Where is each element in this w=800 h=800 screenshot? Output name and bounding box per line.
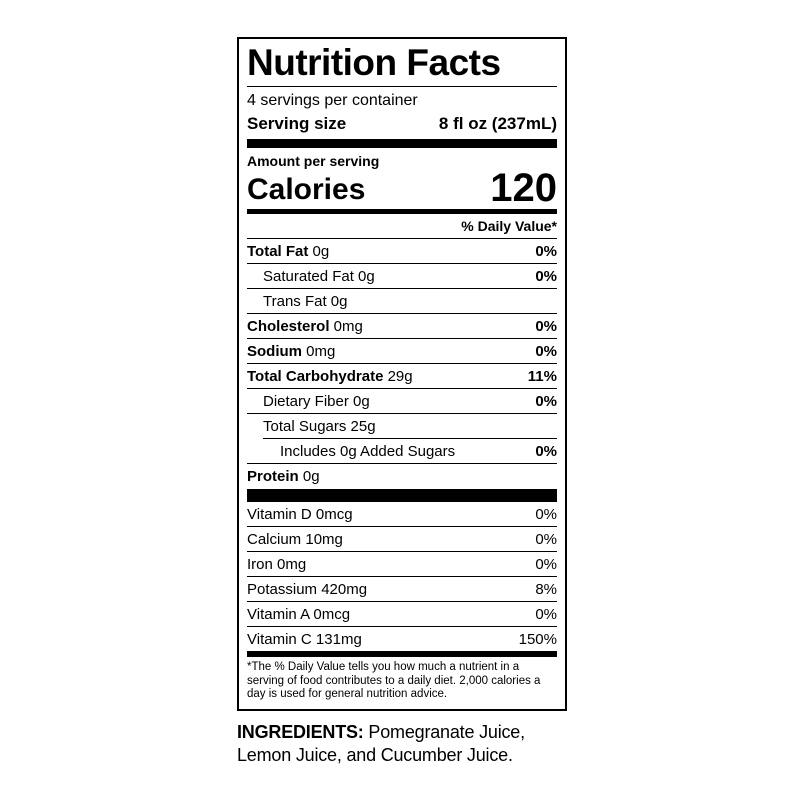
- vitamin-row: Vitamin A 0mcg 0%: [247, 601, 557, 626]
- nutrient-name-amount: Total Carbohydrate 29g: [247, 368, 413, 385]
- nutrient-row: Saturated Fat 0g 0%: [247, 263, 557, 288]
- nutrient-table: Total Fat 0g 0% Saturated Fat 0g 0% Trans Fa…: [247, 238, 557, 489]
- vitamin-row: Calcium 10mg 0%: [247, 526, 557, 551]
- divider-medium-bar-2: [247, 651, 557, 657]
- nutrient-daily-value: 0%: [535, 318, 557, 335]
- nutrient-daily-value: 0%: [535, 506, 557, 523]
- calories-label: Calories: [247, 173, 366, 206]
- nutrient-row: Total Carbohydrate 29g 11%: [247, 363, 557, 388]
- nutrient-name-amount: Saturated Fat 0g: [263, 268, 375, 285]
- divider-thick-bar: [247, 139, 557, 148]
- nutrient-name-amount: Cholesterol 0mg: [247, 318, 363, 335]
- divider-medium-bar: [247, 209, 557, 214]
- nutrient-name-amount: Vitamin D 0mcg: [247, 506, 353, 523]
- nutrient-row: Total Sugars 25g: [247, 413, 557, 438]
- label-title: Nutrition Facts: [247, 42, 557, 87]
- nutrient-row: Cholesterol 0mg 0%: [247, 313, 557, 338]
- nutrient-name-amount: Includes 0g Added Sugars: [280, 443, 456, 460]
- nutrient-row: Sodium 0mg 0%: [247, 338, 557, 363]
- calories-value: 120: [490, 166, 557, 210]
- amount-per-serving-label: Amount per serving: [247, 153, 380, 169]
- nutrient-daily-value: 0%: [535, 531, 557, 548]
- nutrient-name-amount: Calcium 10mg: [247, 531, 343, 548]
- nutrient-daily-value: 0%: [535, 556, 557, 573]
- nutrient-name-amount: Total Sugars 25g: [263, 418, 376, 435]
- vitamin-row: Vitamin C 131mg 150%: [247, 626, 557, 651]
- daily-value-header: % Daily Value*: [461, 218, 557, 234]
- nutrient-daily-value: 0%: [535, 443, 557, 460]
- serving-size-row: Serving size 8 fl oz (237mL): [247, 111, 557, 139]
- daily-value-footnote: *The % Daily Value tells you how much a …: [247, 661, 541, 700]
- nutrient-name-amount: Vitamin A 0mcg: [247, 606, 351, 623]
- servings-per-container: 4 servings per container: [247, 92, 418, 109]
- nutrient-row: Includes 0g Added Sugars 0%: [263, 438, 557, 463]
- nutrient-row: Trans Fat 0g: [247, 288, 557, 313]
- nutrient-name-amount: Trans Fat 0g: [263, 293, 348, 310]
- vitamin-row: Potassium 420mg 8%: [247, 576, 557, 601]
- nutrient-row: Protein 0g: [247, 463, 557, 489]
- nutrient-name-amount: Vitamin C 131mg: [247, 631, 362, 648]
- serving-size-label: Serving size: [247, 114, 347, 133]
- divider-thick-bar-2: [247, 489, 557, 502]
- nutrient-row: Dietary Fiber 0g 0%: [247, 388, 557, 413]
- nutrient-daily-value: 0%: [535, 243, 557, 260]
- vitamin-row: Iron 0mg 0%: [247, 551, 557, 576]
- vitamin-row: Vitamin D 0mcg 0%: [247, 502, 557, 526]
- nutrient-name-amount: Total Fat 0g: [247, 243, 330, 260]
- nutrient-row: Total Fat 0g 0%: [247, 238, 557, 263]
- nutrient-name-amount: Sodium 0mg: [247, 343, 336, 360]
- nutrient-daily-value: 0%: [535, 393, 557, 410]
- nutrient-daily-value: 150%: [518, 631, 557, 648]
- nutrient-daily-value: 0%: [535, 268, 557, 285]
- calories-row: Calories 120: [247, 166, 557, 210]
- ingredients-text: INGREDIENTS: Pomegranate Juice, Lemon Ju…: [237, 721, 582, 767]
- nutrient-name-amount: Protein 0g: [247, 468, 320, 485]
- nutrient-daily-value: 0%: [535, 606, 557, 623]
- nutrient-name-amount: Dietary Fiber 0g: [263, 393, 370, 410]
- ingredients-label: INGREDIENTS:: [237, 722, 364, 742]
- nutrition-facts-label: Nutrition Facts 4 servings per container…: [237, 37, 567, 711]
- nutrient-daily-value: 0%: [535, 343, 557, 360]
- nutrient-daily-value: 8%: [535, 581, 557, 598]
- nutrient-name-amount: Iron 0mg: [247, 556, 307, 573]
- vitamin-table: Vitamin D 0mcg 0% Calcium 10mg 0% Iron 0mg 0%…: [247, 502, 557, 651]
- nutrient-name-amount: Potassium 420mg: [247, 581, 368, 598]
- ingredients-list: Pomegranate Juice, Lemon Juice, and Cucu…: [237, 722, 525, 765]
- nutrient-daily-value: 11%: [527, 368, 557, 385]
- serving-size-value: 8 fl oz (237mL): [438, 114, 557, 133]
